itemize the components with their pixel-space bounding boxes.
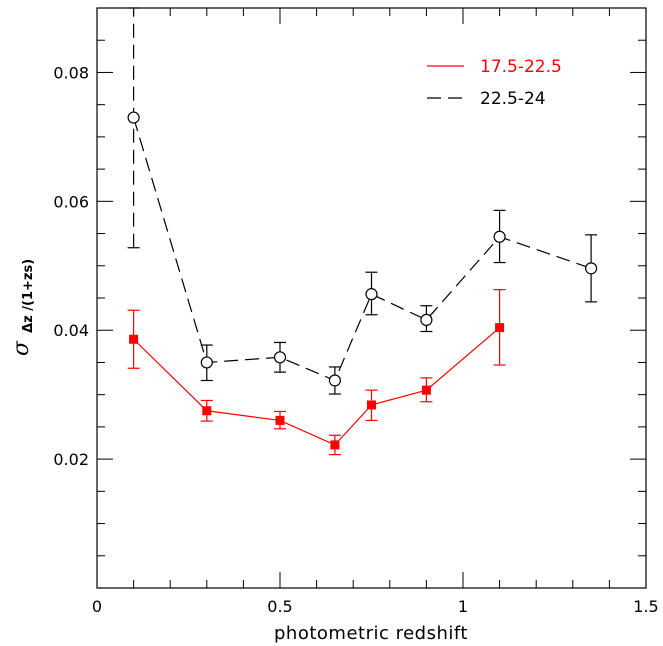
y-axis-title: σ Δz /(1+zs)	[9, 259, 36, 356]
data-point	[328, 374, 341, 387]
x-tick-label: 1.5	[633, 597, 658, 616]
legend-label-17.5-22.5: 17.5-22.5	[480, 57, 562, 77]
data-point	[495, 323, 505, 333]
data-point	[493, 230, 506, 243]
x-tick-label: 1	[458, 597, 468, 616]
x-axis-title: photometric redshift	[274, 623, 468, 644]
x-tick-label: 0	[92, 597, 102, 616]
data-point	[420, 313, 433, 327]
tick-labels: 0 0.5 1 1.5 0.02 0.04 0.06 0.08	[53, 63, 658, 616]
series-line	[133, 327, 500, 446]
data-point	[129, 334, 139, 344]
data-point	[200, 356, 213, 369]
data-point	[275, 415, 285, 425]
data-point	[584, 262, 598, 275]
data-point	[273, 351, 287, 364]
y-tick-label: 0.02	[53, 450, 89, 469]
data-point	[202, 406, 212, 416]
data-point	[330, 440, 340, 450]
data-point	[367, 400, 376, 410]
series-line	[133, 117, 592, 382]
x-tick-label: 0.5	[267, 597, 292, 616]
series-17.5-22.5	[127, 289, 506, 456]
y-axis-title-main: σ	[9, 340, 34, 356]
y-tick-label: 0.08	[53, 63, 89, 82]
y-tick-label: 0.06	[53, 192, 89, 211]
series-22.5-24	[127, 7, 598, 395]
data-point	[421, 385, 431, 395]
legend-label-22.5-24: 22.5-24	[480, 89, 546, 109]
series-layer	[127, 7, 598, 456]
y-tick-label: 0.04	[53, 321, 89, 340]
y-axis-title-sub: Δz /(1+zs)	[21, 259, 36, 333]
legend: 17.5-22.5 22.5-24	[427, 57, 562, 109]
data-point	[127, 111, 140, 124]
data-point	[365, 288, 378, 301]
